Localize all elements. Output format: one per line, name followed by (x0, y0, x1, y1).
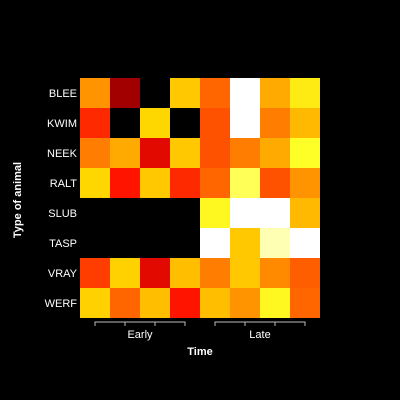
column-group-labels: Early Late (127, 329, 270, 341)
heatmap-cell-slub-4 (170, 198, 200, 228)
heatmap-cell-vray-4 (170, 258, 200, 288)
row-labels: BLEE KWIM NEEK RALT SLUB TASP VRAY WERF (45, 88, 78, 310)
group-label-early: Early (127, 329, 153, 341)
heatmap-cell-ralt-6 (230, 168, 260, 198)
heatmap-cell-kwim-5 (200, 108, 230, 138)
heatmap-cell-slub-1 (80, 198, 110, 228)
heatmap-cell-blee-2 (110, 78, 140, 108)
heatmap-cell-slub-3 (140, 198, 170, 228)
heatmap-cell-slub-8 (290, 198, 320, 228)
heatmap-cell-kwim-3 (140, 108, 170, 138)
heatmap-cell-slub-7 (260, 198, 290, 228)
heatmap-cell-kwim-4 (170, 108, 200, 138)
heatmap-cell-vray-6 (230, 258, 260, 288)
heatmap-cell-tasp-2 (110, 228, 140, 258)
heatmap-cell-blee-5 (200, 78, 230, 108)
heatmap-cell-ralt-7 (260, 168, 290, 198)
row-label-kwim: KWIM (47, 118, 77, 130)
heatmap-cell-blee-8 (290, 78, 320, 108)
bracket-late (214, 321, 306, 326)
row-label-werf: WERF (45, 298, 78, 310)
y-axis-title: Type of animal (12, 162, 24, 238)
heatmap-cell-kwim-7 (260, 108, 290, 138)
heatmap-cell-werf-1 (80, 288, 110, 318)
bracket-line-late (214, 321, 306, 326)
row-label-vray: VRAY (48, 268, 78, 280)
heatmap-cell-slub-2 (110, 198, 140, 228)
heatmap-cell-vray-5 (200, 258, 230, 288)
heatmap-cell-ralt-8 (290, 168, 320, 198)
heatmap-cells (80, 78, 320, 318)
heatmap-cell-kwim-2 (110, 108, 140, 138)
heatmap-cell-werf-8 (290, 288, 320, 318)
heatmap-cell-ralt-1 (80, 168, 110, 198)
heatmap-cell-neek-1 (80, 138, 110, 168)
heatmap-cell-tasp-8 (290, 228, 320, 258)
heatmap-cell-ralt-2 (110, 168, 140, 198)
heatmap-cell-blee-4 (170, 78, 200, 108)
heatmap-cell-vray-1 (80, 258, 110, 288)
x-axis-title: Time (187, 346, 212, 358)
heatmap-cell-slub-6 (230, 198, 260, 228)
heatmap-cell-werf-7 (260, 288, 290, 318)
row-label-slub: SLUB (48, 208, 77, 220)
heatmap-cell-neek-8 (290, 138, 320, 168)
heatmap-cell-blee-6 (230, 78, 260, 108)
bracket-line-early (94, 321, 186, 326)
heatmap-cell-blee-1 (80, 78, 110, 108)
heatmap-cell-vray-2 (110, 258, 140, 288)
heatmap-cell-vray-8 (290, 258, 320, 288)
heatmap-cell-kwim-1 (80, 108, 110, 138)
heatmap-cell-tasp-6 (230, 228, 260, 258)
heatmap-cell-vray-7 (260, 258, 290, 288)
heatmap-cell-werf-6 (230, 288, 260, 318)
heatmap-cell-tasp-1 (80, 228, 110, 258)
heatmap-cell-slub-5 (200, 198, 230, 228)
heatmap-cell-kwim-8 (290, 108, 320, 138)
bracket-early (94, 321, 186, 326)
heatmap-cell-neek-6 (230, 138, 260, 168)
row-label-neek: NEEK (47, 148, 78, 160)
heatmap-cell-tasp-5 (200, 228, 230, 258)
heatmap-cell-ralt-3 (140, 168, 170, 198)
heatmap-cell-neek-5 (200, 138, 230, 168)
heatmap-cell-blee-7 (260, 78, 290, 108)
heatmap-cell-werf-5 (200, 288, 230, 318)
heatmap-cell-werf-4 (170, 288, 200, 318)
heatmap-cell-tasp-4 (170, 228, 200, 258)
heatmap-cell-neek-7 (260, 138, 290, 168)
row-label-blee: BLEE (49, 88, 77, 100)
heatmap-cell-neek-2 (110, 138, 140, 168)
heatmap-cell-neek-4 (170, 138, 200, 168)
heatmap-cell-blee-3 (140, 78, 170, 108)
column-group-brackets (94, 321, 306, 326)
heatmap-cell-neek-3 (140, 138, 170, 168)
heatmap-cell-tasp-7 (260, 228, 290, 258)
row-label-tasp: TASP (49, 238, 77, 250)
heatmap-cell-kwim-6 (230, 108, 260, 138)
row-label-ralt: RALT (50, 178, 78, 190)
heatmap-cell-ralt-4 (170, 168, 200, 198)
heatmap-cell-tasp-3 (140, 228, 170, 258)
heatmap-cell-ralt-5 (200, 168, 230, 198)
group-label-late: Late (249, 329, 270, 341)
heatmap-cell-vray-3 (140, 258, 170, 288)
heatmap-cell-werf-3 (140, 288, 170, 318)
heatmap-cell-werf-2 (110, 288, 140, 318)
